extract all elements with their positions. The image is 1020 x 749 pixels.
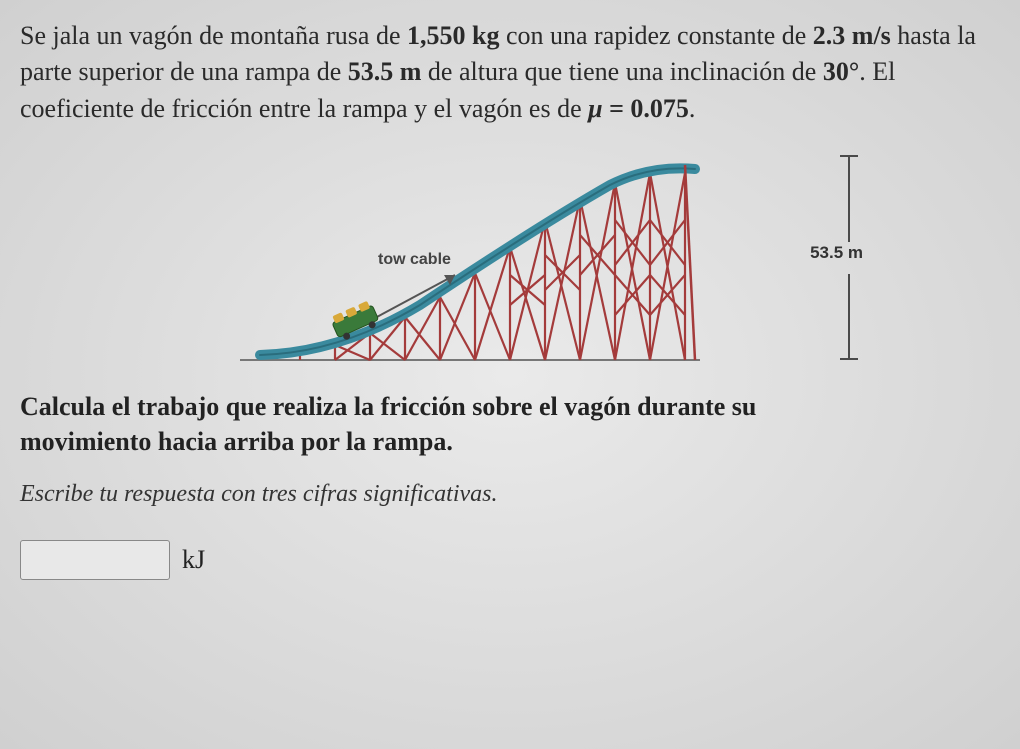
height-tick-bottom (840, 358, 858, 360)
diagram-container: tow cable 53.5 m (20, 155, 1000, 365)
height-bar-top (848, 157, 850, 242)
height-bar-bottom (848, 274, 850, 359)
question-prompt: Calcula el trabajo que realiza la fricci… (20, 389, 1000, 459)
tow-cable-label: tow cable (378, 251, 451, 269)
answer-unit: kJ (182, 545, 205, 575)
diagram-svg (240, 155, 780, 365)
height-label: 53.5 m (810, 243, 863, 263)
mass-value: 1,550 kg (407, 21, 499, 50)
eq: = (603, 94, 631, 123)
height-value: 53.5 m (348, 57, 422, 86)
problem-statement: Se jala un vagón de montaña rusa de 1,55… (20, 18, 1000, 127)
answer-input[interactable] (20, 540, 170, 580)
mu-symbol: μ (588, 94, 602, 123)
text: Se jala un vagón de montaña rusa de (20, 21, 407, 50)
answer-row: kJ (20, 540, 1000, 580)
sigfig-instruction: Escribe tu respuesta con tres cifras sig… (20, 481, 1000, 508)
text: . (689, 94, 696, 123)
height-indicator: 53.5 m (840, 155, 858, 360)
text: con una rapidez constante de (499, 21, 812, 50)
question-line2: movimiento hacia arriba por la rampa. (20, 427, 453, 456)
text: de altura que tiene una inclinación de (421, 57, 822, 86)
speed-value: 2.3 m/s (813, 21, 891, 50)
mu-value: 0.075 (630, 94, 689, 123)
question-line1: Calcula el trabajo que realiza la fricci… (20, 392, 756, 421)
angle-value: 30° (823, 57, 859, 86)
rollercoaster-diagram: tow cable 53.5 m (240, 155, 780, 365)
